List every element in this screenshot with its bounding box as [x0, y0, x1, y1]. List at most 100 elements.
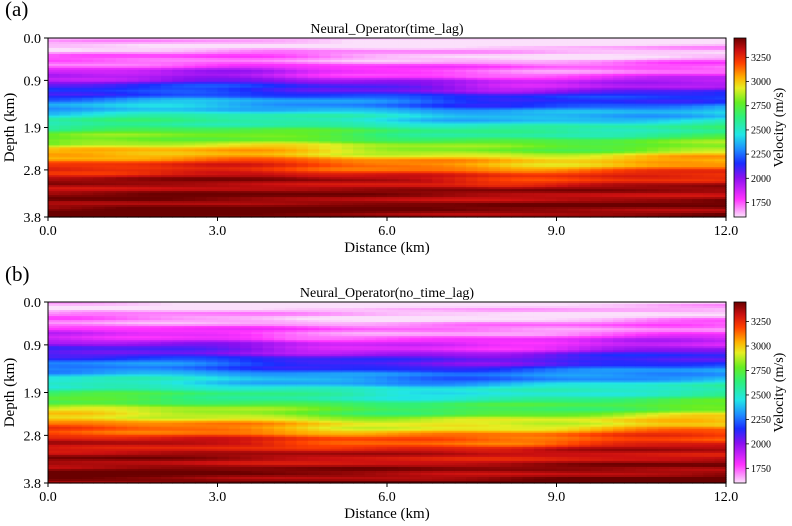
- heatmap-cell: [149, 183, 162, 186]
- heatmap-cell: [533, 85, 546, 89]
- heatmap-cell: [262, 109, 275, 113]
- heatmap-cell: [477, 87, 490, 91]
- heatmap-cell: [624, 73, 637, 77]
- heatmap-cell: [59, 139, 72, 143]
- heatmap-cell: [387, 91, 399, 95]
- heatmap-cell: [635, 207, 648, 210]
- heatmap-cell: [590, 133, 603, 137]
- heatmap-cell: [387, 197, 399, 200]
- heatmap-cell: [353, 57, 365, 61]
- heatmap-cell: [533, 149, 546, 152]
- heatmap-cell: [522, 181, 535, 184]
- heatmap-cell: [296, 193, 309, 196]
- heatmap-cell: [93, 193, 106, 196]
- heatmap-cell: [488, 135, 501, 139]
- heatmap-cell: [149, 203, 162, 206]
- heatmap-cell: [409, 137, 422, 141]
- heatmap-cell: [104, 85, 117, 89]
- heatmap-cell: [228, 157, 241, 160]
- heatmap-cell: [93, 159, 106, 162]
- heatmap-cell: [432, 203, 445, 206]
- heatmap-cell: [454, 135, 467, 139]
- heatmap-cell: [330, 199, 343, 202]
- heatmap-cell: [522, 95, 535, 99]
- heatmap-cell: [70, 81, 83, 85]
- heatmap-cell: [466, 57, 478, 61]
- heatmap-cell: [93, 103, 106, 107]
- heatmap-cell: [387, 149, 399, 152]
- heatmap-cell: [138, 143, 151, 146]
- heatmap-cell: [533, 113, 546, 117]
- heatmap-cell: [228, 125, 241, 129]
- heatmap-cell: [149, 199, 162, 202]
- heatmap-cell: [669, 79, 682, 83]
- heatmap-cell: [194, 55, 207, 59]
- heatmap-cell: [364, 47, 377, 51]
- heatmap-cell: [511, 47, 524, 51]
- heatmap-cell: [330, 91, 343, 95]
- heatmap-cell: [341, 107, 354, 111]
- heatmap-cell: [161, 135, 173, 139]
- heatmap-cell: [364, 185, 377, 188]
- heatmap-cell: [330, 145, 343, 148]
- heatmap-cell: [511, 137, 524, 141]
- heatmap-cell: [104, 111, 117, 115]
- heatmap-cell: [579, 175, 591, 178]
- heatmap-cell: [206, 123, 219, 127]
- heatmap-cell: [500, 189, 512, 192]
- heatmap-cell: [364, 117, 377, 121]
- heatmap-cell: [556, 201, 569, 204]
- heatmap-cell: [183, 75, 196, 79]
- heatmap-cell: [658, 143, 671, 146]
- heatmap-cell: [375, 185, 388, 188]
- heatmap-cell: [161, 105, 173, 109]
- heatmap-cell: [500, 199, 512, 202]
- heatmap-cell: [432, 87, 445, 91]
- heatmap-cell: [635, 119, 648, 123]
- heatmap-cell: [658, 55, 671, 59]
- heatmap-cell: [533, 173, 546, 176]
- heatmap-cell: [93, 115, 106, 119]
- heatmap-cell: [161, 115, 173, 119]
- heatmap-cell: [432, 101, 445, 105]
- heatmap-cell: [466, 49, 478, 53]
- heatmap-cell: [624, 113, 637, 117]
- heatmap-cell: [183, 61, 196, 65]
- heatmap-cell: [443, 117, 456, 121]
- heatmap-cell: [104, 65, 117, 69]
- heatmap-cell: [217, 211, 230, 214]
- heatmap-cell: [658, 139, 671, 143]
- heatmap-cell: [375, 57, 388, 61]
- heatmap-cell: [533, 123, 546, 127]
- heatmap-cell: [477, 53, 490, 57]
- heatmap-cell: [375, 179, 388, 182]
- heatmap-cell: [115, 213, 128, 216]
- heatmap-cell: [296, 137, 309, 141]
- heatmap-cell: [127, 129, 139, 133]
- heatmap-cell: [70, 121, 83, 125]
- heatmap-cell: [375, 97, 388, 101]
- heatmap-cell: [409, 113, 422, 117]
- heatmap-cell: [240, 209, 252, 212]
- heatmap-cell: [398, 47, 411, 51]
- heatmap-cell: [285, 191, 298, 194]
- heatmap-cell: [149, 171, 162, 174]
- heatmap-cell: [601, 165, 614, 168]
- heatmap-cell: [330, 139, 343, 143]
- heatmap-cell: [635, 183, 648, 186]
- heatmap-cell: [533, 135, 546, 139]
- heatmap-cell: [454, 113, 467, 117]
- heatmap-cell: [194, 129, 207, 133]
- heatmap-cell: [624, 139, 637, 143]
- heatmap-cell: [70, 165, 83, 168]
- heatmap-cell: [613, 39, 625, 43]
- heatmap-cell: [70, 65, 83, 69]
- heatmap-cell: [183, 49, 196, 53]
- heatmap-cell: [161, 131, 173, 135]
- heatmap-cell: [228, 181, 241, 184]
- heatmap-cell: [127, 209, 139, 212]
- heatmap-cell: [567, 201, 580, 204]
- heatmap-cell: [285, 67, 298, 71]
- heatmap-cell: [341, 51, 354, 55]
- heatmap-cell: [81, 49, 94, 53]
